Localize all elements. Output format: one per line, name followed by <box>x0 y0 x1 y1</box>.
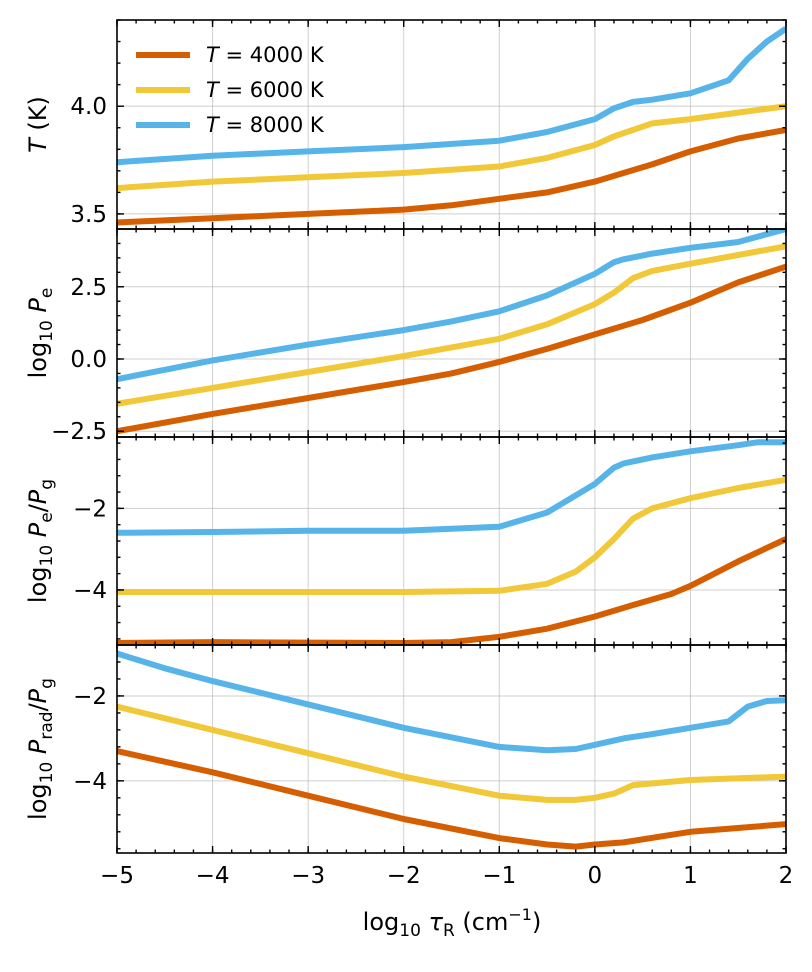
panel-frame <box>116 436 787 646</box>
y-tick-label: −4 <box>73 578 107 604</box>
series-line-1-1 <box>117 243 786 407</box>
series-line-0-1 <box>117 103 786 192</box>
x-tick-label: −4 <box>196 863 230 889</box>
x-tick-label: −1 <box>482 863 516 889</box>
series-line-1-2 <box>117 229 786 383</box>
series-line-0-2 <box>117 26 786 166</box>
x-tick-label: −2 <box>387 863 421 889</box>
panel-frame <box>116 644 787 854</box>
x-tick-label: 0 <box>588 863 603 889</box>
y-tick-label: −2.5 <box>51 419 107 445</box>
series-layer <box>117 26 786 850</box>
tick-layer <box>116 19 787 853</box>
y-tick-label: −2 <box>73 496 107 522</box>
x-axis-label: log10 τR (cm−1) <box>363 905 542 941</box>
y-tick-label: 0.0 <box>70 347 107 373</box>
x-tick-label: 2 <box>779 863 794 889</box>
y-axis-label: log10 Prad/Pg <box>24 678 57 820</box>
series-line-3-1 <box>117 703 786 803</box>
x-tick-label: −5 <box>100 863 134 889</box>
x-tick-label: −3 <box>291 863 325 889</box>
legend-label: T = 4000 K <box>206 43 325 67</box>
y-axis-label: log10 Pe <box>24 288 57 379</box>
y-tick-label: −4 <box>73 769 107 795</box>
y-axis-label: log10 Pe/Pg <box>24 479 57 603</box>
series-line-1-0 <box>117 263 786 435</box>
series-line-2-1 <box>117 476 786 595</box>
series-line-3-2 <box>117 650 786 754</box>
x-tick-label: 1 <box>683 863 698 889</box>
panel-frame <box>116 228 787 438</box>
y-axis-label: T (K) <box>24 96 52 153</box>
series-line-2-2 <box>117 439 786 536</box>
y-tick-label: −2 <box>73 684 107 710</box>
legend: T = 4000 K T = 6000 K T = 8000 K <box>136 43 325 137</box>
series-line-0-0 <box>117 126 786 226</box>
y-tick-label: 2.5 <box>70 275 107 301</box>
legend-label: T = 8000 K <box>206 113 325 137</box>
label-layer: 3.5 4.0 T (K) −2.5 0.0 2.5 log10 Pe −4 −2 log10 P… <box>24 94 793 941</box>
y-tick-label: 4.0 <box>70 94 107 120</box>
legend-label: T = 6000 K <box>206 78 325 102</box>
y-tick-label: 3.5 <box>70 202 107 228</box>
series-line-3-0 <box>117 748 786 850</box>
